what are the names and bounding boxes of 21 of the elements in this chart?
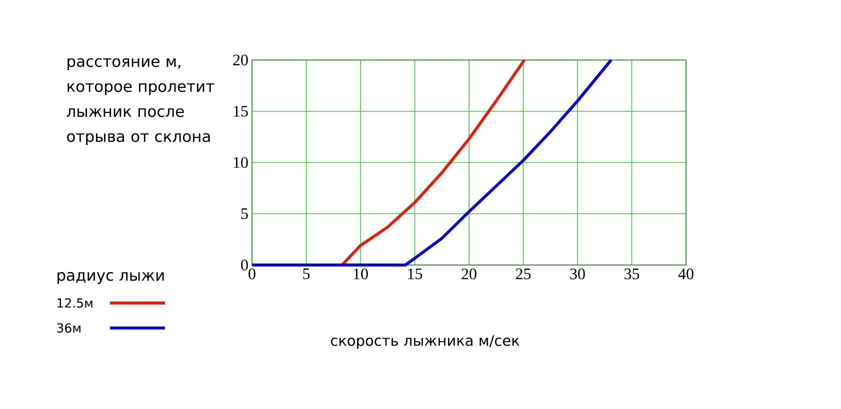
y-tick-label: 5 — [241, 208, 248, 220]
line-series — [250, 58, 613, 266]
x-tick-label: 40 — [678, 268, 694, 280]
x-tick-label: 30 — [570, 268, 585, 280]
y-tick-label: 20 — [233, 54, 248, 66]
y-axis-title: расстояние м, которое пролетит лыжник после отрыва от склона — [66, 58, 214, 146]
y-tick-label: 15 — [234, 106, 248, 117]
x-tick-label: 5 — [303, 268, 310, 280]
y-tick-label: 0 — [241, 260, 248, 270]
x-tick-label: 35 — [624, 268, 640, 280]
x-tick-label: 25 — [516, 268, 531, 280]
line-series — [340, 58, 526, 266]
legend-label: 36м — [57, 323, 80, 333]
legend-title: радиус лыжи — [58, 272, 164, 284]
x-tick-label: 20 — [462, 268, 476, 280]
x-tick-label: 15 — [408, 268, 422, 280]
x-axis-title: скорость лыжника м/сек — [330, 335, 520, 349]
x-tick-label: 0 — [248, 268, 256, 280]
legend-label: 12.5м — [58, 298, 92, 308]
x-tick-label: 10 — [354, 268, 368, 280]
y-tick-label: 10 — [234, 157, 248, 168]
